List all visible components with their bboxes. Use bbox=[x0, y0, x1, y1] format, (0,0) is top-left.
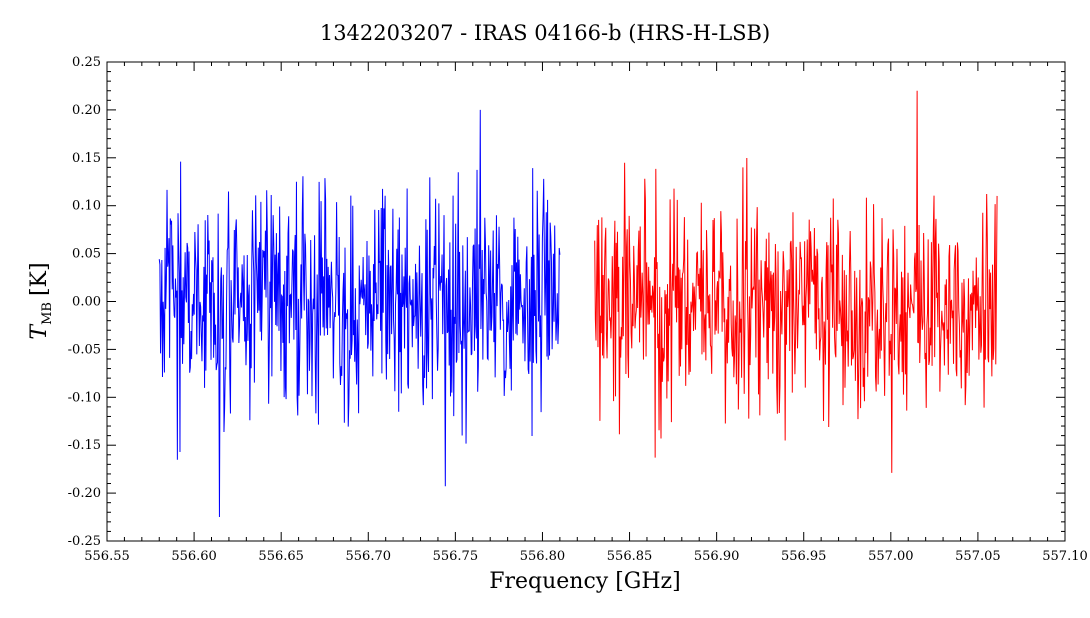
y-tick-label: 0.10 bbox=[72, 199, 101, 214]
y-tick-label: 0.20 bbox=[72, 103, 101, 118]
x-axis: 556.55 556.60 556.65 556.70 556.75 556.80 556.… bbox=[84, 62, 1088, 564]
y-tick-label: 0.05 bbox=[72, 247, 101, 262]
y-axis-label: TMB [K] bbox=[27, 262, 55, 339]
x-tick-label: 557.00 bbox=[868, 549, 914, 564]
x-tick-label: 556.55 bbox=[84, 549, 130, 564]
x-tick-label: 556.95 bbox=[781, 549, 827, 564]
y-tick-label: -0.15 bbox=[68, 438, 101, 453]
x-tick-label: 557.10 bbox=[1042, 549, 1088, 564]
y-axis-label-group: TMB [K] bbox=[27, 262, 55, 339]
y-tick-label: 0.00 bbox=[72, 295, 101, 310]
y-tick-label: -0.25 bbox=[68, 534, 101, 549]
x-tick-label: 556.85 bbox=[607, 549, 653, 564]
y-tick-label: -0.20 bbox=[68, 486, 101, 501]
x-tick-label: 556.70 bbox=[346, 549, 392, 564]
plot-series bbox=[158, 90, 998, 518]
chart-title: 1342203207 - IRAS 04166-b (HRS-H-LSB) bbox=[320, 21, 770, 45]
spectrum-series-1 bbox=[158, 109, 561, 518]
spectrum-series-2 bbox=[594, 90, 998, 473]
x-axis-label: Frequency [GHz] bbox=[489, 569, 681, 594]
y-axis: -0.25 -0.20 -0.15 -0.10 -0.05 0.00 0.05 0.10 0.1… bbox=[68, 55, 1065, 549]
y-tick-label: 0.15 bbox=[72, 151, 101, 166]
x-tick-label: 556.65 bbox=[258, 549, 304, 564]
y-axis-label-unit: [K] bbox=[27, 262, 52, 296]
y-tick-label: -0.10 bbox=[68, 390, 101, 405]
y-tick-label: 0.25 bbox=[72, 55, 101, 70]
x-tick-label: 557.05 bbox=[955, 549, 1001, 564]
x-tick-label: 556.60 bbox=[171, 549, 217, 564]
y-tick-label: -0.05 bbox=[68, 342, 101, 357]
x-tick-label: 556.90 bbox=[694, 549, 740, 564]
x-tick-label: 556.80 bbox=[520, 549, 566, 564]
y-axis-label-subscript: MB bbox=[40, 302, 55, 325]
y-axis-label-symbol: T bbox=[27, 323, 52, 340]
x-tick-label: 556.75 bbox=[433, 549, 479, 564]
